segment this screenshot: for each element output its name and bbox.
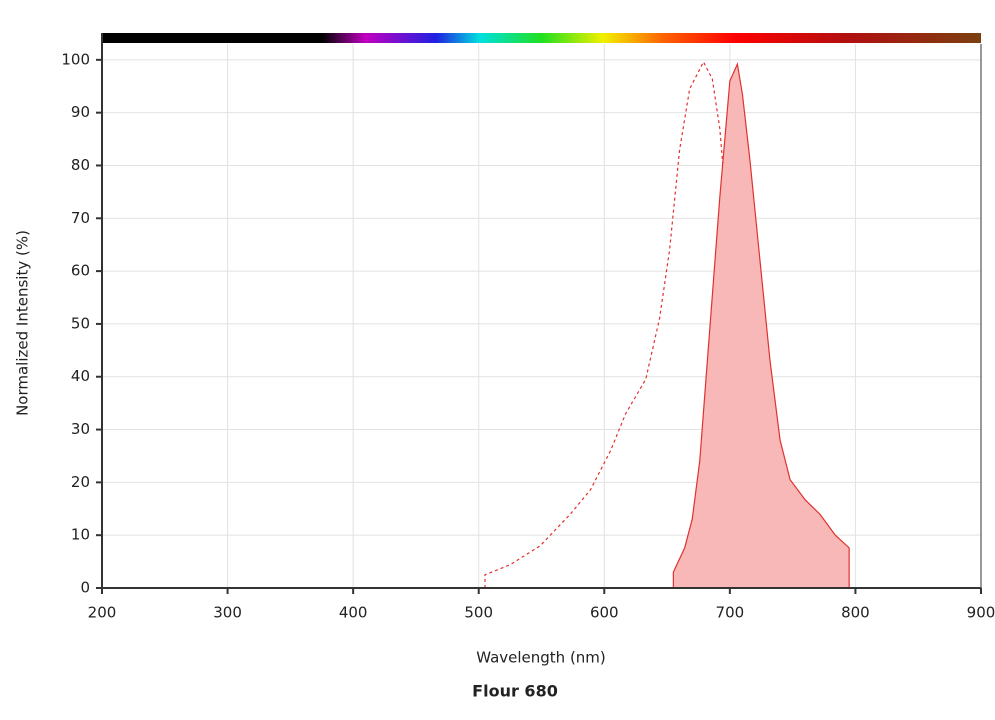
x-tick-label: 200 [88,604,117,622]
y-tick-label: 30 [71,420,90,438]
plot-area: 0 10 20 30 40 50 60 70 80 90 100 200 300 400 500 600 700… [61,33,995,622]
y-tick-label: 40 [71,367,90,385]
x-tick-label: 300 [213,604,242,622]
y-tick-label: 80 [71,156,90,174]
x-tick-label: 600 [590,604,619,622]
area [672,62,850,588]
x-tick-label: 800 [841,604,870,622]
y-tick-label: 60 [71,262,90,280]
y-tick-label: 50 [71,314,90,332]
y-tick-label: 20 [71,473,90,491]
y-axis-label: Normalized Intensity (%) [14,230,32,416]
y-tick-label: 100 [61,50,90,68]
x-tick-label: 700 [716,604,745,622]
x-tick-label: 500 [464,604,493,622]
x-tick-label: 900 [967,604,995,622]
y-tick-label: 90 [71,103,90,121]
x-axis-label: Wavelength (nm) [476,649,606,667]
y-tick-label: 10 [71,526,90,544]
x-tick-label: 400 [339,604,368,622]
y-tick-label: 70 [71,209,90,227]
spectrum-bar [102,33,981,43]
chart-title: Flour 680 [472,682,558,701]
y-tick-label: 0 [80,579,90,597]
